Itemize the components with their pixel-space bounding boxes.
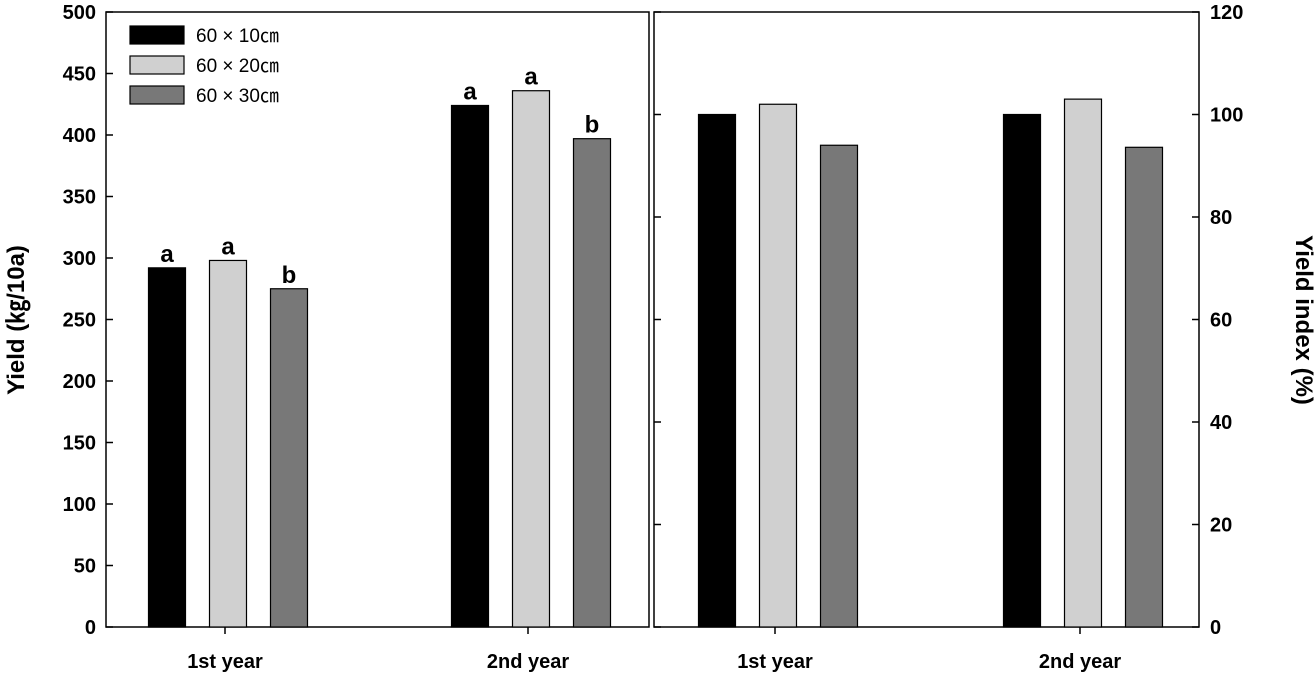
left-y-tick-label: 250 (63, 310, 96, 332)
legend: 60 × 10㎝ 60 × 20㎝ 60 × 30㎝ (129, 25, 279, 107)
right-y-tick-label: 100 (1210, 105, 1243, 127)
x-category-label: 2nd year (487, 651, 569, 673)
significance-label: a (221, 233, 235, 260)
left-y-tick-label: 50 (74, 556, 96, 578)
left-y-tick-label: 100 (63, 494, 96, 516)
left-y-tick-label: 300 (63, 248, 96, 270)
x-category-label: 1st year (187, 651, 263, 673)
legend-label: 60 × 20㎝ (196, 56, 279, 77)
significance-label: b (282, 262, 297, 289)
right-y-tick-label: 0 (1210, 617, 1221, 639)
right-x-axis: 1st year 2nd year (737, 627, 1121, 673)
bar (819, 144, 859, 628)
legend-swatch (129, 55, 185, 75)
bar (269, 288, 309, 628)
significance-label: a (160, 241, 174, 268)
left-y-tick-label: 150 (63, 433, 96, 455)
bar (450, 104, 490, 628)
left-y-axis: 0 50 100 150 200 250 300 350 400 450 500 (63, 2, 113, 639)
x-category-label: 1st year (737, 651, 813, 673)
bar (697, 113, 737, 628)
bar (147, 267, 187, 628)
right-panel: 0 20 40 60 80 100 120 1st year 2nd year Yield i… (653, 2, 1315, 673)
legend-swatch (129, 85, 185, 105)
left-y-tick-label: 200 (63, 371, 96, 393)
left-y-tick-label: 500 (63, 2, 96, 24)
bar (758, 103, 798, 628)
right-y-tick-label: 120 (1210, 2, 1243, 24)
bar (208, 259, 248, 628)
left-panel: 0 50 100 150 200 250 300 350 400 450 500 a a a a b b 1s… (3, 2, 650, 673)
right-bars (697, 98, 1164, 628)
right-y-axis: 0 20 40 60 80 100 120 (654, 2, 1243, 639)
bar (1063, 98, 1103, 628)
significance-label: a (463, 78, 477, 105)
right-y-tick-label: 40 (1210, 412, 1232, 434)
legend-label: 60 × 10㎝ (196, 26, 279, 47)
bar (511, 90, 551, 628)
left-plot-frame (105, 11, 650, 628)
left-y-tick-label: 0 (85, 617, 96, 639)
left-y-tick-label: 450 (63, 64, 96, 86)
legend-label: 60 × 30㎝ (196, 86, 279, 107)
right-y-axis-title: Yield index (%) (1290, 235, 1315, 405)
left-y-tick-label: 400 (63, 125, 96, 147)
right-y-tick-label: 60 (1210, 310, 1232, 332)
right-y-tick-label: 80 (1210, 207, 1232, 229)
significance-label: b (585, 112, 600, 139)
left-x-axis: 1st year 2nd year (187, 627, 569, 673)
left-y-tick-label: 350 (63, 187, 96, 209)
left-y-axis-title: Yield (㎏/10a) (3, 245, 31, 395)
bar (1002, 113, 1042, 628)
bar (572, 138, 612, 628)
legend-swatch (129, 25, 185, 45)
right-y-tick-label: 20 (1210, 515, 1232, 537)
significance-label: a (524, 64, 538, 91)
x-category-label: 2nd year (1039, 651, 1121, 673)
left-bars: a a a a b b (147, 64, 612, 628)
bar (1124, 146, 1164, 628)
